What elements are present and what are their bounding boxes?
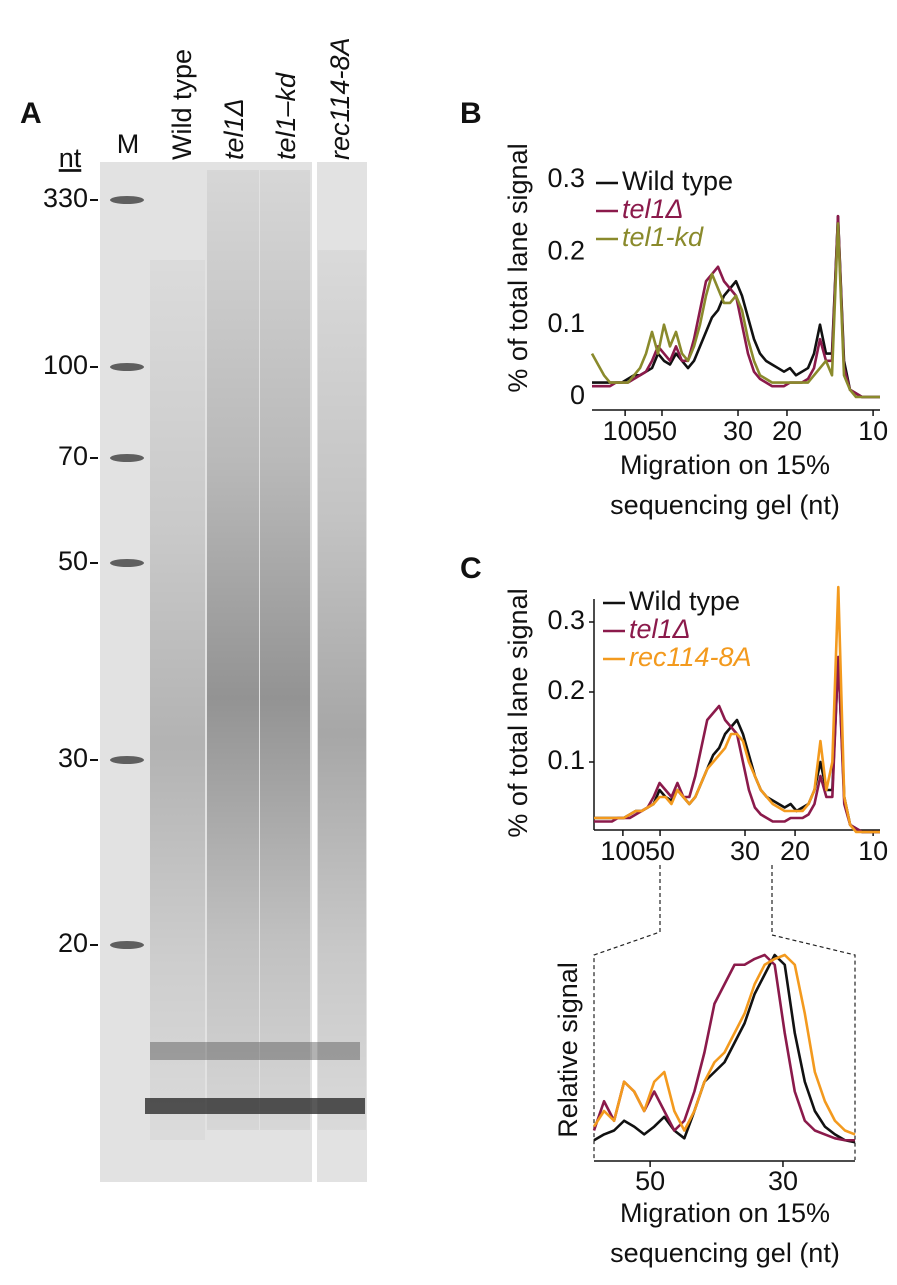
marker-band [110,941,144,949]
marker-band [110,559,144,567]
x-tick-label: 50 [647,416,677,446]
marker-label: 50 [58,546,88,576]
x-tick-label: 50 [635,1166,665,1196]
x-axis-title: sequencing gel (nt) [610,490,840,520]
marker-band [110,756,144,764]
lane-label: Wild type [167,49,197,160]
y-axis-title: Relative signal [553,962,583,1138]
gel-lane [318,250,366,1130]
y-tick-label: 0.3 [547,605,585,635]
x-tick-label: 50 [645,836,675,866]
marker-label: 100 [43,350,88,380]
marker-band [110,454,144,462]
x-tick-label: 20 [780,836,810,866]
x-tick-label: 10 [858,836,888,866]
y-axis-title: % of total lane signal [503,143,533,392]
x-tick-label: 100 [600,836,645,866]
lane-label: rec114-8A [325,37,355,160]
marker-label: 330 [43,183,88,213]
series-line [594,585,880,834]
gel-band [150,1042,360,1060]
legend-label: tel1Δ [622,194,684,224]
gel-band [145,1098,365,1114]
legend-label: Wild type [622,166,733,196]
y-tick-label: 0.2 [547,235,585,265]
size-unit: nt [59,143,82,173]
gel-lane [150,260,205,1140]
x-tick-label: 20 [772,416,802,446]
legend-label: tel1Δ [629,614,691,644]
series-line [593,953,856,1144]
panel-label: A [20,97,42,130]
panel-label: B [460,97,482,130]
gel [100,162,367,1182]
y-axis-title: % of total lane signal [503,588,533,837]
series-line [590,222,880,399]
x-tick-label: 30 [768,1166,798,1196]
y-tick-label: 0.3 [547,163,585,193]
lane-label: tel1Δ [219,98,249,160]
legend-label: tel1-kd [622,222,704,252]
y-tick-label: 0.2 [547,675,585,705]
series-line [594,655,880,834]
zoom-connector-right [771,865,856,1160]
gel-lane [260,170,310,1130]
marker-band [110,196,144,204]
series-line [592,953,856,1136]
lane-label: M [117,129,140,159]
x-axis-title: Migration on 15% [620,1198,830,1228]
x-axis-title: sequencing gel (nt) [610,1238,840,1268]
x-tick-label: 30 [723,416,753,446]
zoom-connector [593,865,856,1160]
x-axis-title: Migration on 15% [620,450,830,480]
legend-label: rec114-8A [629,642,752,672]
y-tick-label: 0 [570,380,585,410]
legend-label: Wild type [629,586,740,616]
y-tick-label: 0.1 [547,308,585,338]
x-tick-label: 10 [858,416,888,446]
x-tick-label: 30 [730,836,760,866]
gel-lane [207,170,259,1130]
marker-band [110,363,144,371]
marker-label: 30 [58,743,88,773]
lane-label: tel1–kd [271,72,301,160]
zoom-connector-left [593,865,661,1160]
marker-label: 70 [58,441,88,471]
marker-label: 20 [58,928,88,958]
x-tick-label: 100 [603,416,648,446]
y-tick-label: 0.1 [547,745,585,775]
panel-label: C [460,552,482,585]
